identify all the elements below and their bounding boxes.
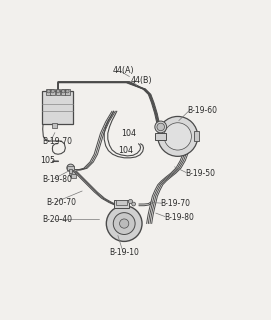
Circle shape (113, 212, 135, 235)
Text: B-20-40: B-20-40 (42, 215, 72, 224)
Text: B-19-60: B-19-60 (187, 106, 217, 115)
Text: 105: 105 (40, 156, 55, 165)
Text: 44(B): 44(B) (131, 76, 152, 85)
Circle shape (47, 90, 50, 93)
Text: B-19-80: B-19-80 (42, 175, 72, 184)
Bar (71, 174, 76, 178)
Circle shape (132, 202, 136, 206)
Bar (155, 133, 166, 140)
Circle shape (51, 90, 54, 93)
Circle shape (62, 90, 65, 93)
Text: B-19-10: B-19-10 (109, 248, 139, 258)
Text: B-19-70: B-19-70 (160, 199, 190, 208)
Text: B-19-70: B-19-70 (42, 137, 72, 146)
Text: B-19-80: B-19-80 (164, 213, 194, 222)
Bar (194, 131, 199, 140)
Circle shape (120, 219, 129, 228)
Circle shape (155, 121, 167, 133)
Bar (56, 89, 60, 95)
Bar (61, 89, 65, 95)
Circle shape (70, 172, 76, 178)
Bar (46, 89, 51, 95)
Bar (50, 89, 55, 95)
Circle shape (128, 199, 133, 204)
Bar (42, 91, 73, 124)
Circle shape (158, 116, 198, 156)
Circle shape (106, 206, 142, 241)
Text: 104: 104 (118, 146, 133, 155)
Text: 44(A): 44(A) (113, 66, 134, 75)
Bar (69, 169, 72, 172)
Circle shape (157, 123, 164, 131)
Bar (67, 166, 75, 170)
Bar (116, 200, 127, 205)
Bar (52, 124, 57, 128)
Circle shape (164, 123, 191, 150)
Bar (65, 89, 70, 95)
Circle shape (67, 164, 75, 172)
Bar (114, 200, 130, 208)
Text: B-19-50: B-19-50 (185, 169, 215, 178)
Text: 104: 104 (121, 129, 136, 138)
Text: B-20-70: B-20-70 (47, 198, 76, 207)
Circle shape (66, 90, 69, 93)
Circle shape (56, 90, 60, 93)
